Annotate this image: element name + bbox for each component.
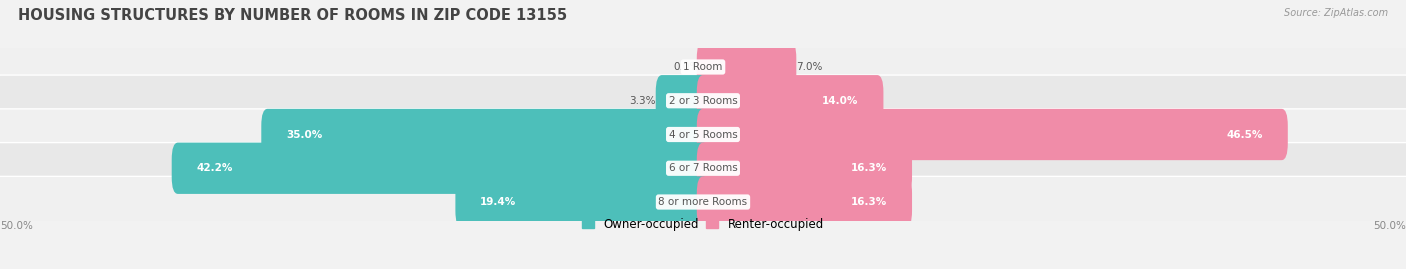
FancyBboxPatch shape xyxy=(262,109,709,160)
Text: 4 or 5 Rooms: 4 or 5 Rooms xyxy=(669,129,737,140)
FancyBboxPatch shape xyxy=(0,143,1406,194)
FancyBboxPatch shape xyxy=(0,41,1406,93)
FancyBboxPatch shape xyxy=(697,176,912,228)
FancyBboxPatch shape xyxy=(456,176,709,228)
FancyBboxPatch shape xyxy=(697,109,1288,160)
Text: 42.2%: 42.2% xyxy=(197,163,233,173)
Text: 50.0%: 50.0% xyxy=(1374,221,1406,231)
Text: 1 Room: 1 Room xyxy=(683,62,723,72)
Text: 2 or 3 Rooms: 2 or 3 Rooms xyxy=(669,96,737,106)
Text: 46.5%: 46.5% xyxy=(1226,129,1263,140)
FancyBboxPatch shape xyxy=(0,109,1406,160)
Text: 50.0%: 50.0% xyxy=(0,221,32,231)
Text: 35.0%: 35.0% xyxy=(287,129,322,140)
Text: 7.0%: 7.0% xyxy=(796,62,823,72)
Text: 3.3%: 3.3% xyxy=(630,96,655,106)
FancyBboxPatch shape xyxy=(0,75,1406,126)
Text: 16.3%: 16.3% xyxy=(851,197,887,207)
FancyBboxPatch shape xyxy=(655,75,709,126)
Text: 6 or 7 Rooms: 6 or 7 Rooms xyxy=(669,163,737,173)
FancyBboxPatch shape xyxy=(172,143,709,194)
Text: 14.0%: 14.0% xyxy=(823,96,859,106)
Text: 0.0%: 0.0% xyxy=(673,62,699,72)
Text: 16.3%: 16.3% xyxy=(851,163,887,173)
FancyBboxPatch shape xyxy=(697,143,912,194)
Text: Source: ZipAtlas.com: Source: ZipAtlas.com xyxy=(1284,8,1388,18)
FancyBboxPatch shape xyxy=(697,75,883,126)
FancyBboxPatch shape xyxy=(0,176,1406,228)
Legend: Owner-occupied, Renter-occupied: Owner-occupied, Renter-occupied xyxy=(578,213,828,235)
FancyBboxPatch shape xyxy=(697,41,796,93)
Text: 19.4%: 19.4% xyxy=(481,197,516,207)
Text: HOUSING STRUCTURES BY NUMBER OF ROOMS IN ZIP CODE 13155: HOUSING STRUCTURES BY NUMBER OF ROOMS IN… xyxy=(18,8,568,23)
Text: 8 or more Rooms: 8 or more Rooms xyxy=(658,197,748,207)
